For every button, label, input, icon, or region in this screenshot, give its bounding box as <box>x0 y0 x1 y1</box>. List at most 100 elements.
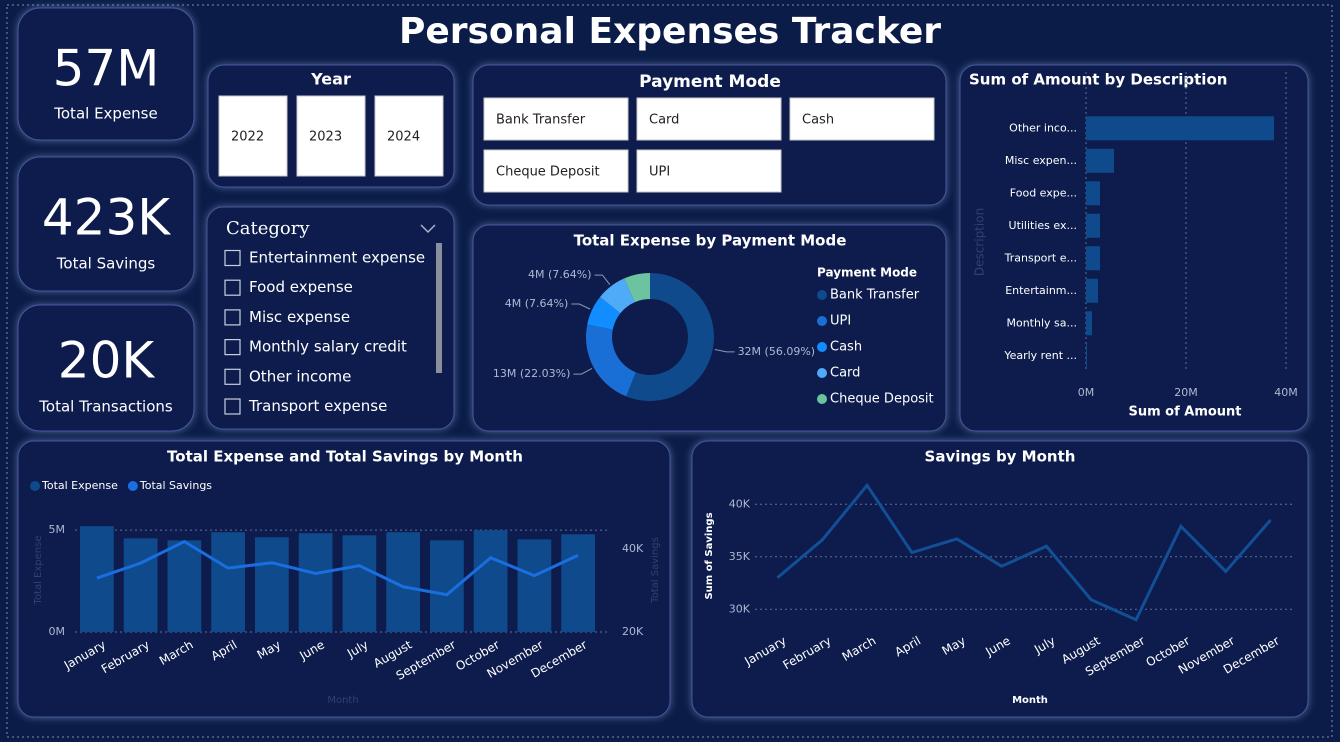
x-axis-title: Month <box>1012 695 1048 706</box>
bar <box>517 539 552 632</box>
payment-button[interactable] <box>483 97 629 141</box>
payment-option[interactable]: Cheque Deposit <box>496 165 600 180</box>
legend-marker <box>30 481 40 491</box>
kpi-value: 20K <box>58 332 156 390</box>
y-tick-label: Utilities ex... <box>1009 219 1077 232</box>
x-axis-title: Sum of Amount <box>1128 405 1241 420</box>
bar <box>1086 246 1100 271</box>
dashboard-title: Personal Expenses Tracker <box>399 11 941 52</box>
donut-slice <box>586 324 636 397</box>
y-tick-label: 40K <box>729 497 751 510</box>
category-option[interactable]: Entertainment expense <box>249 249 425 267</box>
kpi-card <box>17 304 195 432</box>
legend-label: Cash <box>830 340 862 355</box>
year-tile[interactable] <box>296 95 366 177</box>
category-slicer <box>206 206 455 430</box>
y-tick-label: Entertainm... <box>1005 284 1077 297</box>
donut-slice <box>600 278 635 314</box>
payment-button[interactable] <box>636 97 782 141</box>
y-tick-label: Transport e... <box>1004 251 1077 264</box>
checkbox[interactable] <box>224 339 241 356</box>
y-tick-label: Food expe... <box>1010 186 1077 199</box>
chart-title: Total Expense and Total Savings by Month <box>167 448 523 466</box>
category-option[interactable]: Misc expense <box>249 308 350 326</box>
y-tick-label: 30K <box>729 602 751 615</box>
payment-button[interactable] <box>789 97 935 141</box>
bar <box>473 530 508 632</box>
bar <box>123 538 158 632</box>
kpi-card <box>17 7 195 141</box>
year-tile[interactable] <box>218 95 288 177</box>
canvas-border <box>6 4 1333 738</box>
legend-marker <box>817 394 827 404</box>
leader-line <box>714 349 735 353</box>
bar <box>255 537 289 632</box>
checkbox[interactable] <box>224 368 241 385</box>
bar <box>1086 213 1100 238</box>
line-panel <box>691 440 1309 718</box>
chart-title: Savings by Month <box>925 448 1076 466</box>
payment-option[interactable]: Cash <box>802 113 834 128</box>
kpi-label: Total Transactions <box>38 398 173 416</box>
payment-button[interactable] <box>483 149 629 193</box>
slicer-title: Year <box>310 70 351 89</box>
category-option[interactable]: Transport expense <box>248 397 387 415</box>
legend-label: UPI <box>830 314 851 329</box>
legend-label: Total Savings <box>139 479 212 492</box>
y-tick-label: Other inco... <box>1009 121 1077 134</box>
slicer-title: Category <box>226 218 310 239</box>
checkbox[interactable] <box>224 279 241 296</box>
bar <box>211 532 245 632</box>
leader-line <box>571 303 591 310</box>
legend-label: Total Expense <box>41 479 118 492</box>
payment-option[interactable]: UPI <box>649 165 670 180</box>
category-option[interactable]: Food expense <box>249 278 353 296</box>
year-option[interactable]: 2024 <box>387 130 420 145</box>
year-option[interactable]: 2022 <box>231 130 264 145</box>
year-option[interactable]: 2023 <box>309 130 342 145</box>
payment-option[interactable]: Bank Transfer <box>496 113 586 128</box>
category-option[interactable]: Monthly salary credit <box>249 338 407 356</box>
y-tick-label: 0M <box>49 625 66 638</box>
category-option[interactable]: Other income <box>249 367 351 385</box>
bar <box>1086 148 1114 173</box>
legend-title: Payment Mode <box>817 266 917 280</box>
dropdown-chevron[interactable] <box>420 224 436 234</box>
y-axis-title: Sum of Savings <box>704 512 715 599</box>
checkbox[interactable] <box>224 309 241 326</box>
x-tick-label: 20M <box>1174 386 1198 399</box>
legend-marker <box>127 481 138 491</box>
legend-marker <box>817 342 827 352</box>
year-tile[interactable] <box>374 95 444 177</box>
bar <box>1086 116 1274 141</box>
kpi-label: Total Expense <box>53 105 157 123</box>
bar <box>1086 278 1098 303</box>
data-label: 4M (7.64%) <box>505 297 569 310</box>
legend-label: Bank Transfer <box>830 288 920 303</box>
checkbox[interactable] <box>224 398 241 415</box>
legend-marker <box>817 290 827 300</box>
payment-button[interactable] <box>636 149 782 193</box>
bar <box>1086 311 1092 336</box>
y-tick-label: 5M <box>49 523 66 536</box>
bar <box>167 540 202 632</box>
legend-label: Card <box>830 366 860 381</box>
bar <box>80 526 114 632</box>
x-tick-label: 0M <box>1078 386 1095 399</box>
bar <box>561 534 595 632</box>
slicer-title: Payment Mode <box>639 72 781 92</box>
payment-option[interactable]: Card <box>649 113 679 128</box>
donut-slice <box>587 296 621 330</box>
bar <box>342 535 377 632</box>
bar <box>298 533 333 632</box>
x-axis-title: Month <box>327 695 358 706</box>
data-label: 32M (56.09%) <box>738 345 816 358</box>
donut-slice <box>624 273 650 303</box>
kpi-card <box>17 156 195 292</box>
y-axis-title: Description <box>973 208 987 276</box>
kpi-label: Total Savings <box>56 255 156 273</box>
bar-panel <box>959 64 1309 432</box>
y-tick-label: Misc expen... <box>1005 154 1077 167</box>
checkbox[interactable] <box>224 249 241 267</box>
scrollbar[interactable] <box>436 243 442 373</box>
